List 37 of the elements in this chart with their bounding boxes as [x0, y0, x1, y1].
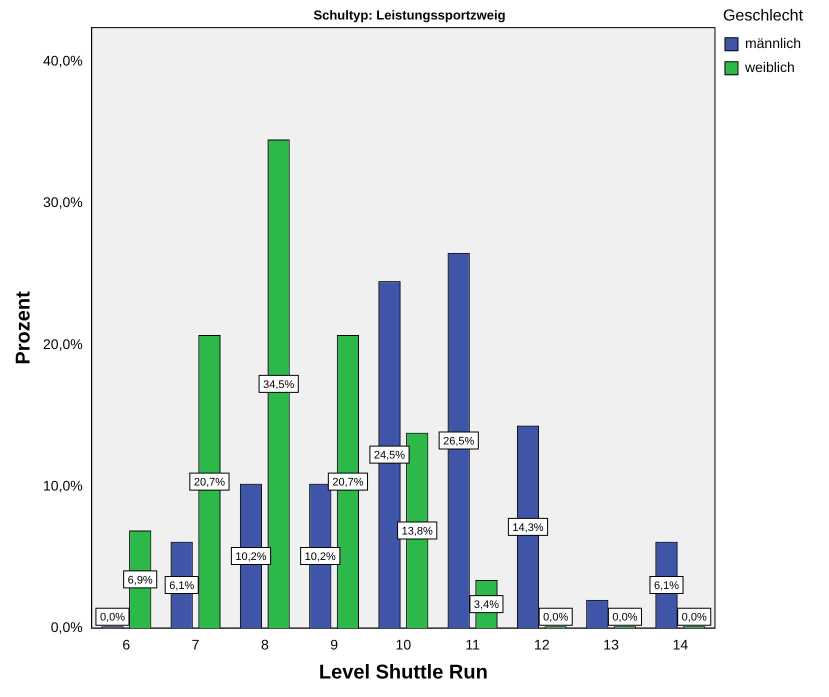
data-label: 6,1%: [654, 580, 680, 592]
x-tick-label: 8: [260, 636, 269, 652]
data-label: 14,3%: [512, 522, 544, 534]
legend-title: Geschlecht: [722, 7, 804, 24]
data-label: 10,2%: [304, 550, 336, 563]
x-tick-label: 13: [603, 636, 620, 652]
data-label: 3,4%: [474, 599, 500, 612]
y-tick-label: 0,0%: [50, 619, 83, 636]
data-label: 0,0%: [612, 612, 638, 624]
y-tick-label: 20,0%: [42, 336, 83, 352]
legend-label: männlich: [744, 35, 802, 52]
y-axis-title: Prozent: [12, 290, 35, 365]
x-tick-label: 11: [465, 636, 480, 652]
data-label: 0,0%: [682, 612, 707, 624]
y-tick-label: 30,0%: [42, 194, 83, 210]
x-tick-label: 6: [122, 636, 130, 652]
data-label: 20,7%: [194, 476, 226, 489]
data-label: 6,1%: [169, 580, 194, 592]
y-tick-label: 40,0%: [42, 52, 83, 68]
x-tick-label: 12: [534, 636, 550, 652]
data-label: 6,9%: [128, 574, 153, 586]
data-label: 10,2%: [235, 550, 267, 563]
x-axis-title: Level Shuttle Run: [318, 662, 488, 684]
data-label: 26,5%: [443, 436, 475, 448]
y-tick-label: 10,0%: [42, 477, 83, 494]
x-tick-label: 7: [192, 636, 200, 652]
data-label: 20,7%: [332, 476, 364, 489]
chart-title: Schultyp: Leistungssportzweig: [313, 7, 506, 22]
data-label: 0,0%: [100, 612, 126, 624]
legend-label: weiblich: [744, 59, 795, 76]
data-label: 34,5%: [263, 378, 294, 391]
data-label: 13,8%: [402, 525, 433, 538]
data-label: 24,5%: [374, 450, 406, 462]
x-tick-label: 9: [330, 636, 338, 652]
data-label: 0,0%: [543, 612, 568, 624]
x-tick-label: 10: [396, 636, 412, 652]
x-tick-label: 14: [672, 636, 688, 652]
